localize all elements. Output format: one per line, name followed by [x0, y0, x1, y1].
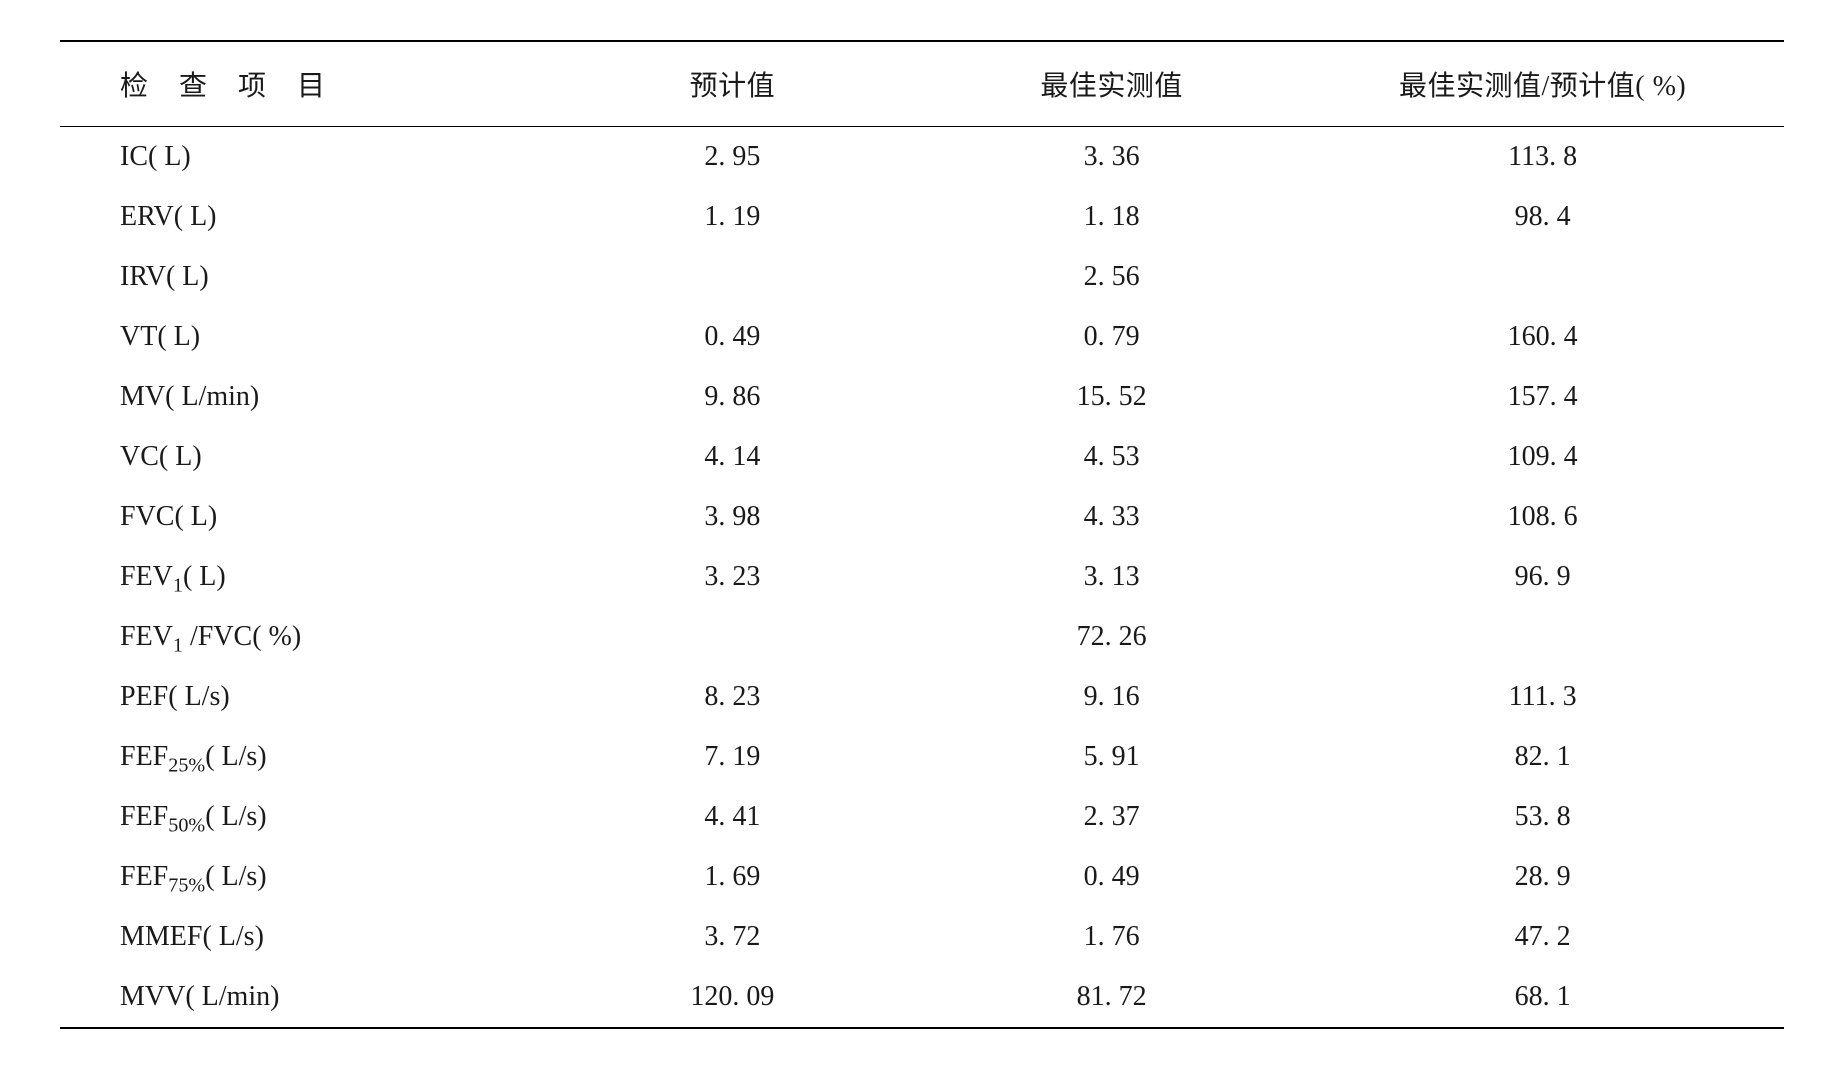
table-row: VT( L)0. 490. 79160. 4 — [60, 307, 1784, 367]
cell-measured: 4. 53 — [922, 427, 1301, 487]
table-row: MMEF( L/s)3. 721. 7647. 2 — [60, 907, 1784, 967]
cell-item: MMEF( L/s) — [60, 907, 543, 967]
cell-item: VC( L) — [60, 427, 543, 487]
cell-measured: 1. 18 — [922, 187, 1301, 247]
cell-item: FEF50%( L/s) — [60, 787, 543, 847]
table-row: FVC( L)3. 984. 33108. 6 — [60, 487, 1784, 547]
cell-ratio: 108. 6 — [1301, 487, 1784, 547]
cell-item: VT( L) — [60, 307, 543, 367]
cell-item: FEF75%( L/s) — [60, 847, 543, 907]
cell-measured: 0. 79 — [922, 307, 1301, 367]
cell-ratio: 160. 4 — [1301, 307, 1784, 367]
cell-predicted: 1. 69 — [543, 847, 922, 907]
cell-predicted: 120. 09 — [543, 967, 922, 1028]
table-row: MV( L/min)9. 8615. 52157. 4 — [60, 367, 1784, 427]
cell-ratio: 96. 9 — [1301, 547, 1784, 607]
cell-measured: 1. 76 — [922, 907, 1301, 967]
table-row: VC( L)4. 144. 53109. 4 — [60, 427, 1784, 487]
cell-item: IRV( L) — [60, 247, 543, 307]
cell-measured: 81. 72 — [922, 967, 1301, 1028]
cell-measured: 15. 52 — [922, 367, 1301, 427]
cell-predicted: 3. 23 — [543, 547, 922, 607]
cell-predicted: 0. 49 — [543, 307, 922, 367]
cell-measured: 3. 36 — [922, 127, 1301, 188]
cell-item: PEF( L/s) — [60, 667, 543, 727]
cell-item: IC( L) — [60, 127, 543, 188]
cell-predicted: 3. 98 — [543, 487, 922, 547]
cell-ratio: 82. 1 — [1301, 727, 1784, 787]
cell-item: ERV( L) — [60, 187, 543, 247]
cell-predicted — [543, 247, 922, 307]
cell-ratio: 157. 4 — [1301, 367, 1784, 427]
col-header-item: 检 查 项 目 — [60, 41, 543, 127]
cell-item: MV( L/min) — [60, 367, 543, 427]
cell-ratio: 113. 8 — [1301, 127, 1784, 188]
cell-item: FVC( L) — [60, 487, 543, 547]
col-header-ratio: 最佳实测值/预计值( %) — [1301, 41, 1784, 127]
cell-measured: 3. 13 — [922, 547, 1301, 607]
col-header-predicted: 预计值 — [543, 41, 922, 127]
cell-predicted: 4. 41 — [543, 787, 922, 847]
table-row: FEF50%( L/s)4. 412. 3753. 8 — [60, 787, 1784, 847]
cell-ratio: 28. 9 — [1301, 847, 1784, 907]
cell-measured: 4. 33 — [922, 487, 1301, 547]
cell-measured: 0. 49 — [922, 847, 1301, 907]
cell-measured: 2. 37 — [922, 787, 1301, 847]
cell-measured: 5. 91 — [922, 727, 1301, 787]
table-row: ERV( L)1. 191. 1898. 4 — [60, 187, 1784, 247]
cell-ratio: 111. 3 — [1301, 667, 1784, 727]
cell-item: FEV1 /FVC( %) — [60, 607, 543, 667]
cell-measured: 9. 16 — [922, 667, 1301, 727]
cell-item: MVV( L/min) — [60, 967, 543, 1028]
cell-predicted: 3. 72 — [543, 907, 922, 967]
pulmonary-function-table: 检 查 项 目 预计值 最佳实测值 最佳实测值/预计值( %) IC( L)2.… — [60, 40, 1784, 1029]
cell-predicted: 1. 19 — [543, 187, 922, 247]
cell-predicted: 2. 95 — [543, 127, 922, 188]
cell-ratio — [1301, 247, 1784, 307]
cell-predicted: 9. 86 — [543, 367, 922, 427]
table-body: IC( L)2. 953. 36113. 8ERV( L)1. 191. 189… — [60, 127, 1784, 1029]
cell-measured: 2. 56 — [922, 247, 1301, 307]
table-row: FEF75%( L/s)1. 690. 4928. 9 — [60, 847, 1784, 907]
cell-ratio: 53. 8 — [1301, 787, 1784, 847]
cell-ratio: 47. 2 — [1301, 907, 1784, 967]
cell-item: FEV1( L) — [60, 547, 543, 607]
table-header-row: 检 查 项 目 预计值 最佳实测值 最佳实测值/预计值( %) — [60, 41, 1784, 127]
table-row: FEF25%( L/s)7. 195. 9182. 1 — [60, 727, 1784, 787]
col-header-measured: 最佳实测值 — [922, 41, 1301, 127]
cell-predicted: 8. 23 — [543, 667, 922, 727]
table-row: MVV( L/min)120. 0981. 7268. 1 — [60, 967, 1784, 1028]
table-row: PEF( L/s)8. 239. 16111. 3 — [60, 667, 1784, 727]
table-row: IC( L)2. 953. 36113. 8 — [60, 127, 1784, 188]
table-row: FEV1( L)3. 233. 1396. 9 — [60, 547, 1784, 607]
cell-ratio: 109. 4 — [1301, 427, 1784, 487]
cell-predicted — [543, 607, 922, 667]
cell-predicted: 4. 14 — [543, 427, 922, 487]
cell-ratio — [1301, 607, 1784, 667]
cell-ratio: 68. 1 — [1301, 967, 1784, 1028]
cell-ratio: 98. 4 — [1301, 187, 1784, 247]
cell-measured: 72. 26 — [922, 607, 1301, 667]
cell-predicted: 7. 19 — [543, 727, 922, 787]
table-row: FEV1 /FVC( %) 72. 26 — [60, 607, 1784, 667]
table-row: IRV( L) 2. 56 — [60, 247, 1784, 307]
cell-item: FEF25%( L/s) — [60, 727, 543, 787]
